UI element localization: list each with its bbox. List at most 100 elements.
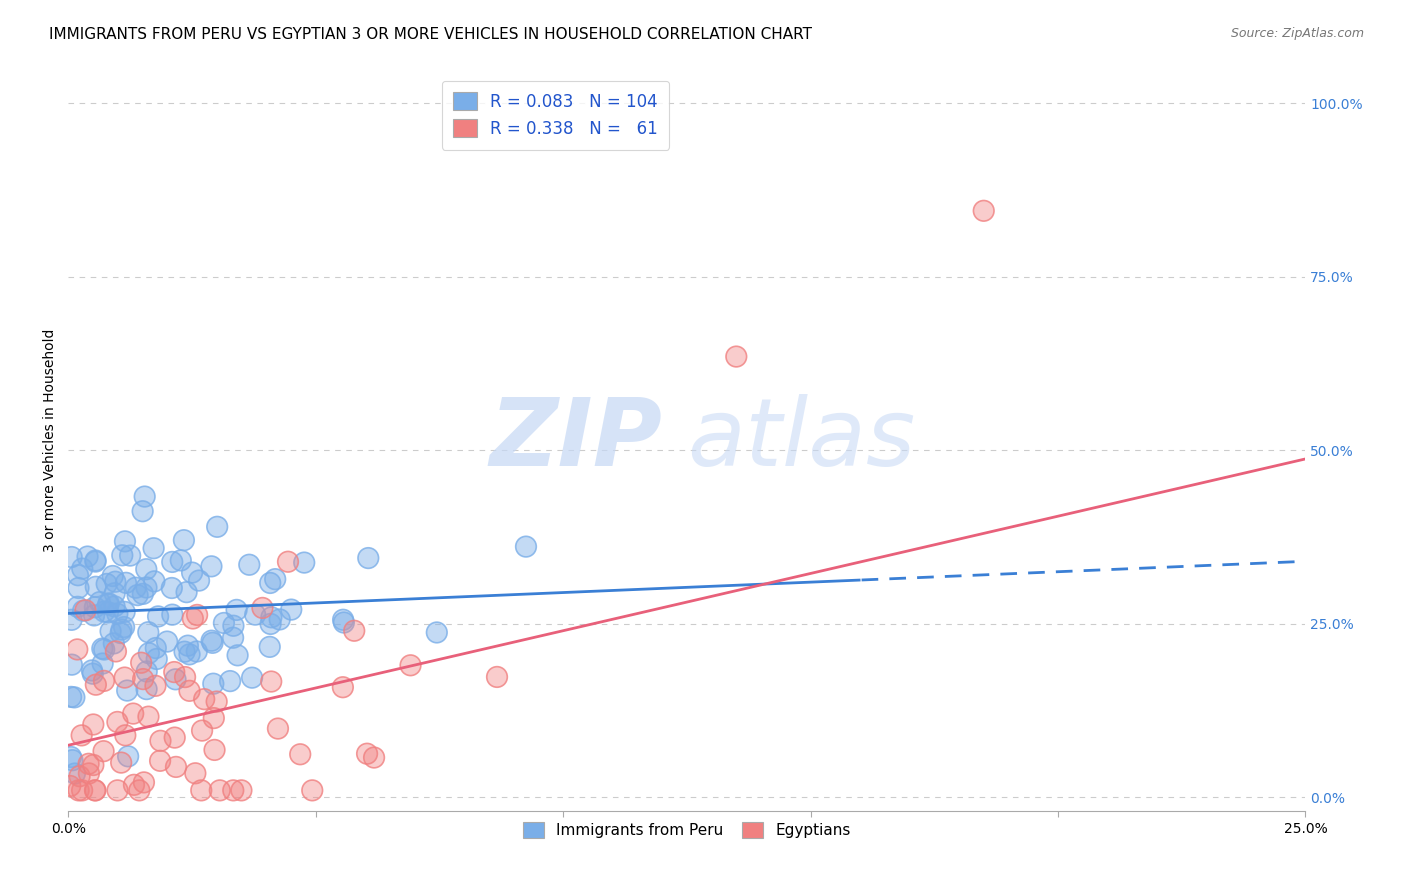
Point bbox=[290, 747, 312, 762]
Point bbox=[181, 611, 204, 625]
Point bbox=[63, 690, 86, 705]
Point bbox=[93, 642, 115, 657]
Point bbox=[280, 602, 302, 616]
Point bbox=[357, 551, 380, 566]
Point bbox=[725, 350, 748, 364]
Point bbox=[135, 562, 157, 576]
Point bbox=[205, 695, 228, 709]
Point bbox=[110, 626, 132, 640]
Point bbox=[96, 577, 118, 591]
Point bbox=[70, 783, 93, 797]
Point bbox=[267, 722, 290, 736]
Point bbox=[63, 690, 86, 705]
Point bbox=[96, 577, 118, 591]
Point bbox=[131, 504, 153, 518]
Point bbox=[145, 679, 167, 693]
Point bbox=[69, 769, 91, 783]
Point bbox=[222, 619, 245, 633]
Point bbox=[69, 769, 91, 783]
Point bbox=[93, 744, 115, 758]
Point bbox=[301, 783, 323, 797]
Point bbox=[145, 652, 167, 666]
Text: ZIP: ZIP bbox=[489, 394, 662, 486]
Point bbox=[149, 734, 172, 748]
Point bbox=[201, 636, 224, 650]
Point bbox=[66, 568, 89, 582]
Point bbox=[186, 644, 208, 658]
Point bbox=[179, 683, 201, 698]
Point bbox=[60, 690, 83, 704]
Point bbox=[204, 743, 226, 757]
Point bbox=[357, 551, 380, 566]
Point bbox=[135, 682, 157, 697]
Point bbox=[114, 605, 136, 619]
Point bbox=[60, 690, 83, 704]
Point bbox=[93, 605, 115, 619]
Point bbox=[91, 641, 114, 656]
Point bbox=[146, 609, 169, 624]
Point bbox=[301, 783, 323, 797]
Point bbox=[222, 619, 245, 633]
Point bbox=[60, 613, 83, 627]
Point bbox=[114, 728, 136, 742]
Point bbox=[112, 620, 135, 634]
Text: atlas: atlas bbox=[686, 394, 915, 485]
Point bbox=[225, 603, 247, 617]
Point bbox=[67, 783, 90, 797]
Point bbox=[67, 581, 90, 595]
Point bbox=[973, 203, 995, 218]
Point bbox=[104, 586, 127, 600]
Point bbox=[75, 603, 97, 617]
Point bbox=[426, 625, 449, 640]
Point bbox=[399, 658, 422, 673]
Point bbox=[110, 626, 132, 640]
Point bbox=[67, 783, 90, 797]
Point bbox=[222, 783, 245, 797]
Point bbox=[67, 581, 90, 595]
Point bbox=[363, 750, 385, 764]
Point bbox=[186, 607, 208, 622]
Point bbox=[97, 596, 120, 610]
Point bbox=[200, 559, 222, 574]
Point bbox=[143, 574, 166, 589]
Point bbox=[231, 783, 253, 797]
Point bbox=[165, 673, 187, 687]
Point bbox=[112, 620, 135, 634]
Point bbox=[163, 665, 186, 679]
Point bbox=[343, 624, 366, 638]
Point bbox=[117, 749, 139, 764]
Point bbox=[132, 775, 155, 789]
Point bbox=[70, 728, 93, 742]
Point bbox=[181, 611, 204, 625]
Point bbox=[132, 587, 155, 601]
Point bbox=[200, 633, 222, 648]
Point bbox=[84, 555, 107, 569]
Point bbox=[115, 683, 138, 698]
Point bbox=[115, 575, 138, 590]
Point bbox=[84, 678, 107, 692]
Point bbox=[173, 533, 195, 548]
Point bbox=[259, 576, 281, 591]
Point bbox=[267, 722, 290, 736]
Point bbox=[107, 783, 129, 797]
Point bbox=[174, 670, 197, 684]
Point bbox=[103, 599, 125, 614]
Y-axis label: 3 or more Vehicles in Household: 3 or more Vehicles in Household bbox=[44, 328, 58, 551]
Point bbox=[101, 569, 124, 583]
Point bbox=[219, 674, 242, 689]
Point bbox=[160, 581, 183, 595]
Point bbox=[115, 575, 138, 590]
Point bbox=[132, 775, 155, 789]
Point bbox=[163, 731, 186, 745]
Point bbox=[188, 574, 211, 588]
Point bbox=[486, 670, 509, 684]
Point bbox=[259, 616, 281, 631]
Point bbox=[60, 657, 83, 672]
Point bbox=[205, 520, 228, 534]
Point bbox=[107, 714, 129, 729]
Point bbox=[204, 743, 226, 757]
Point bbox=[104, 586, 127, 600]
Point bbox=[725, 350, 748, 364]
Point bbox=[128, 783, 150, 797]
Point bbox=[84, 783, 107, 797]
